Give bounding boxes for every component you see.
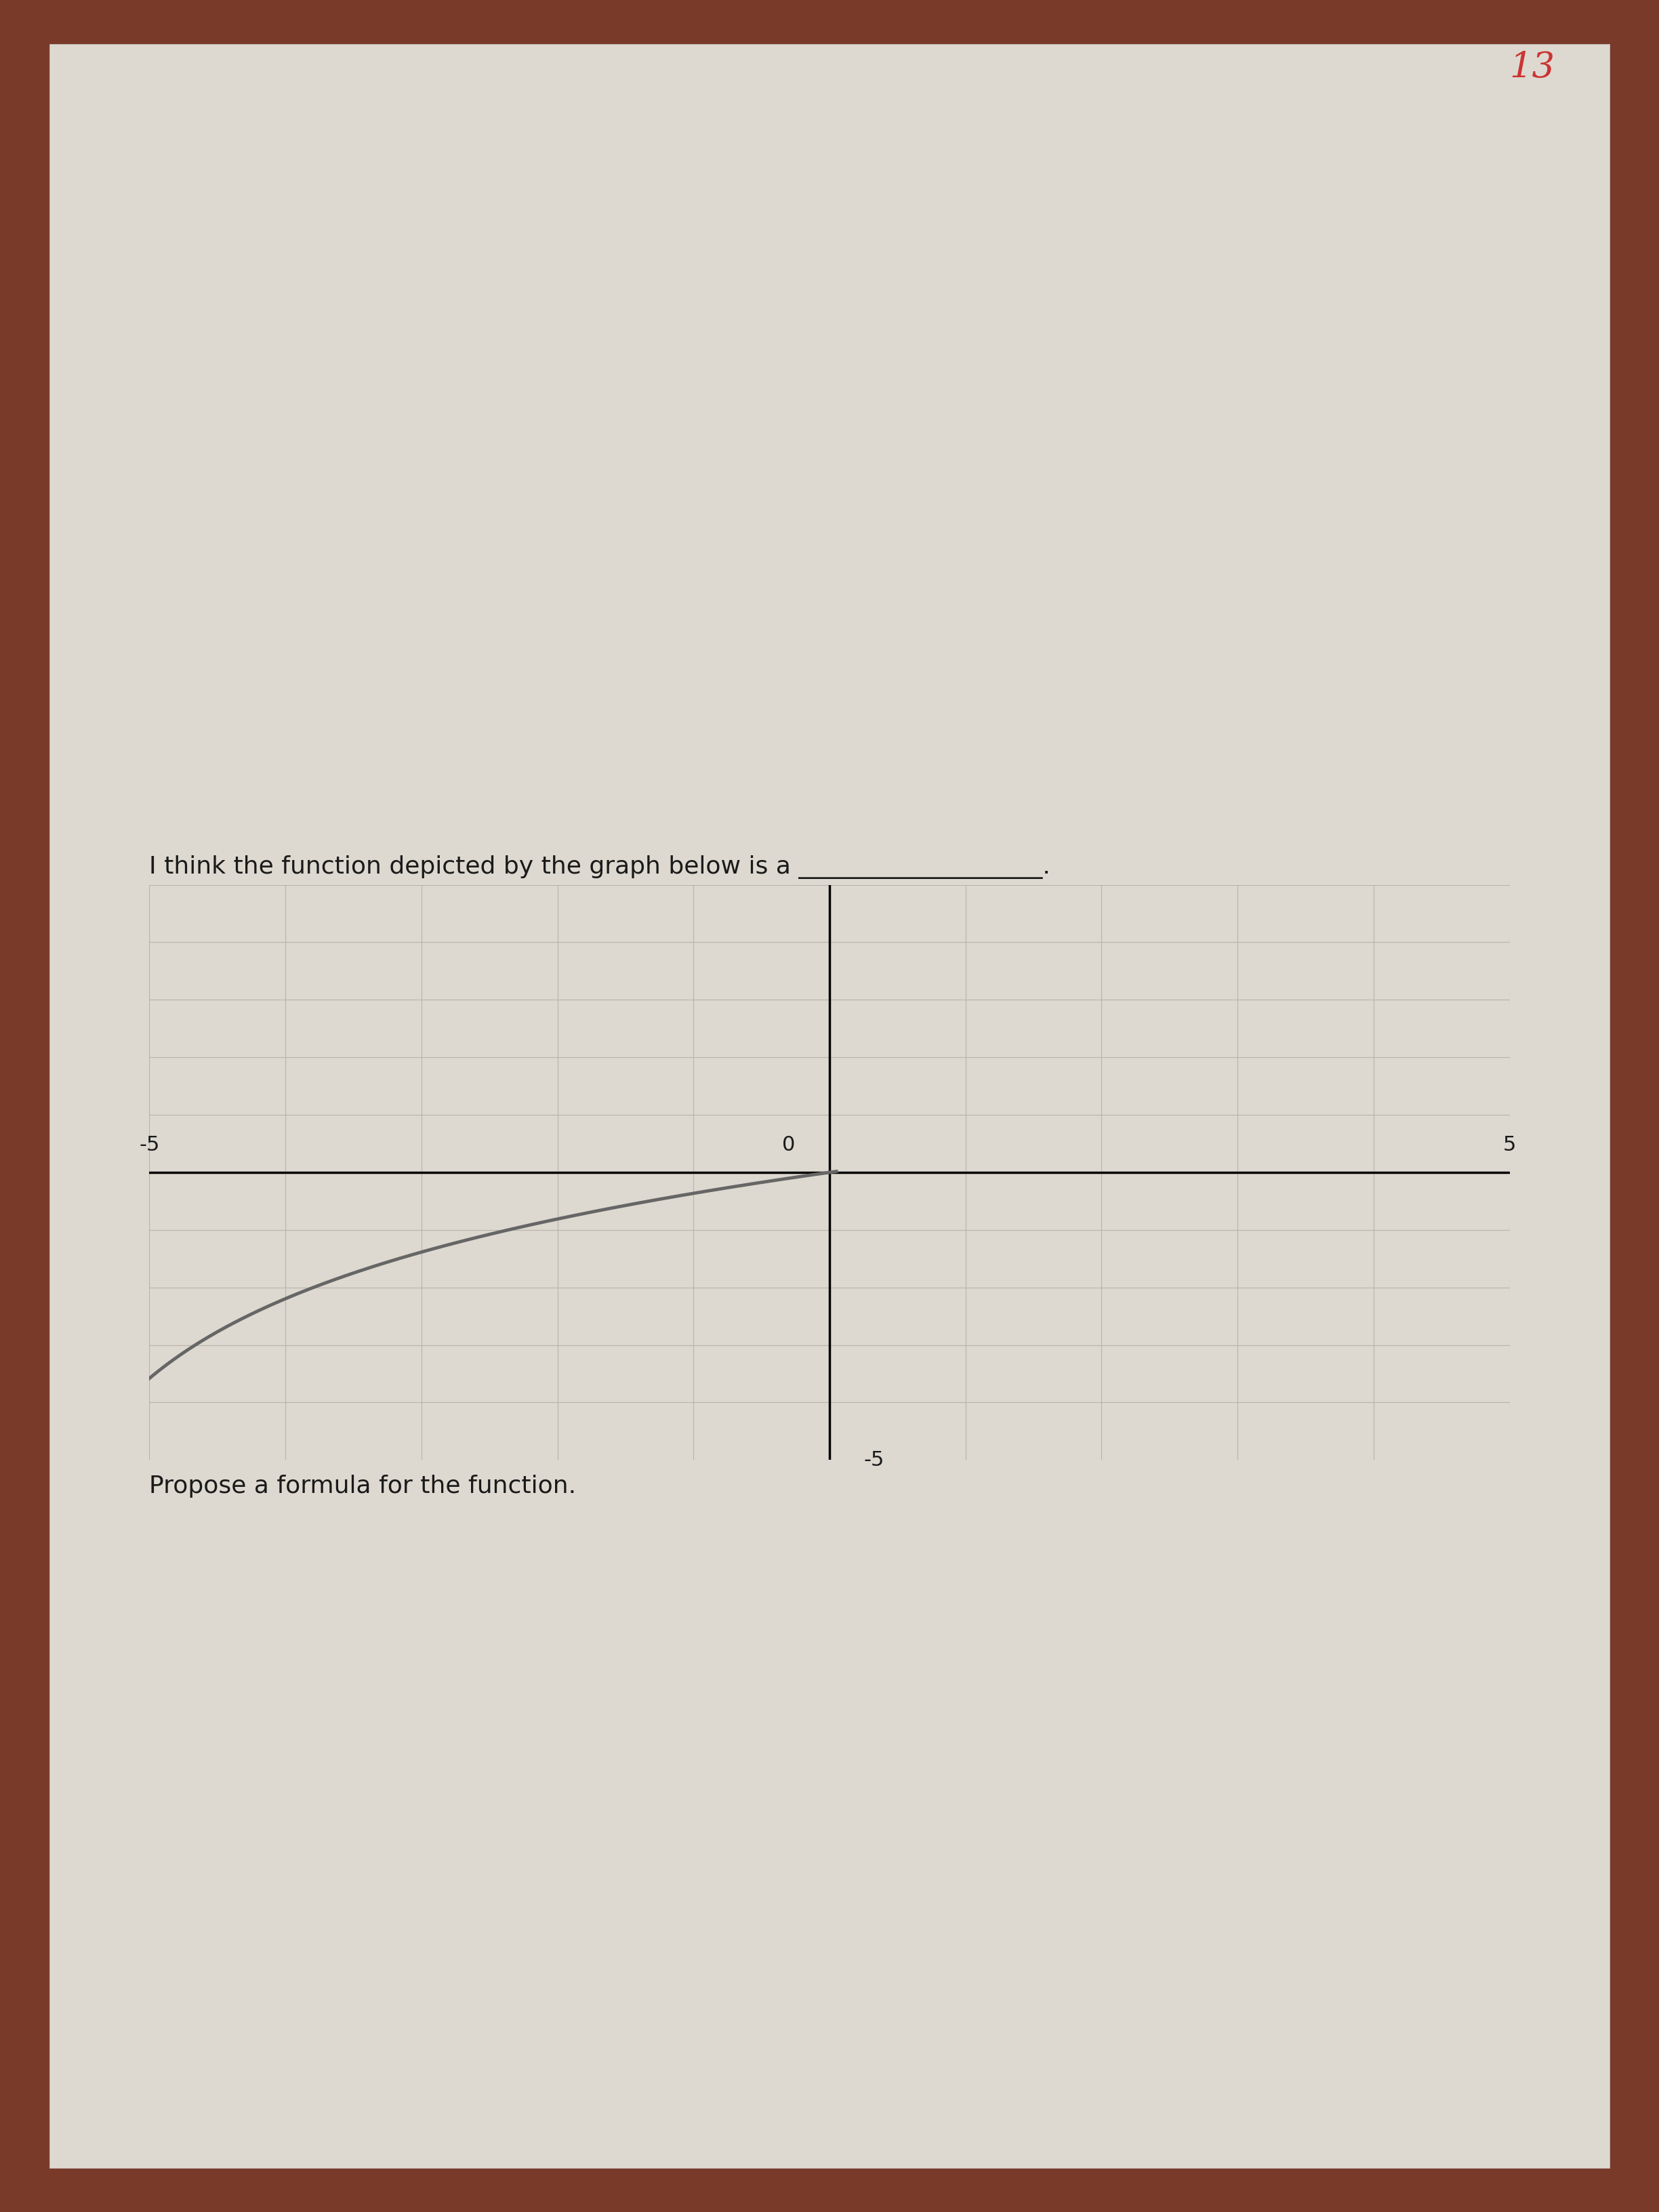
Text: 5: 5	[1503, 1135, 1516, 1155]
Text: Propose a formula for the function.: Propose a formula for the function.	[149, 1475, 576, 1498]
Text: The reasons are ___________________________.: The reasons are ________________________…	[149, 945, 690, 967]
Text: -5: -5	[139, 1135, 159, 1155]
Text: I think the function depicted by the graph below is a ____________________.: I think the function depicted by the gra…	[149, 856, 1050, 878]
Text: 0: 0	[783, 1135, 796, 1155]
Text: -5: -5	[863, 1451, 884, 1469]
Text: 13: 13	[1510, 51, 1554, 84]
FancyBboxPatch shape	[50, 44, 1609, 2168]
